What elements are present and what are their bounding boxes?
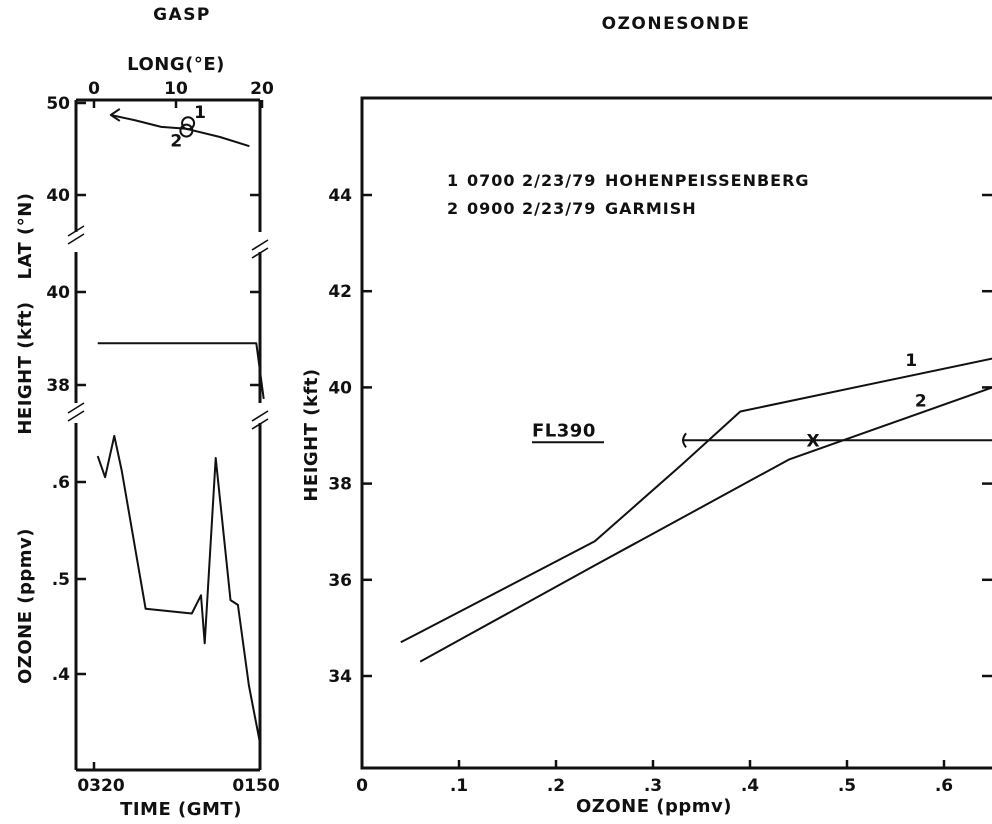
y-tick-label: 40 bbox=[328, 378, 352, 398]
flight-level-bracket bbox=[682, 432, 687, 448]
gasp-long-tick-label: 20 bbox=[250, 79, 274, 99]
gasp-ozone-axis-label: OZONE (ppmv) bbox=[15, 528, 36, 684]
ozonesonde-data-series: 0 .1 .2 .3 .4 .5 .6 34 36 38 40 42 44 1 2 X FL390 bbox=[328, 186, 992, 796]
y-tick-label: 44 bbox=[328, 186, 352, 206]
profile-label: 2 bbox=[915, 392, 927, 412]
gasp-axis-break-marks bbox=[67, 225, 269, 430]
y-tick-label: 42 bbox=[328, 282, 352, 302]
station-marker bbox=[179, 123, 194, 138]
gasp-long-tick-label: 0 bbox=[88, 79, 100, 99]
flight-level-label: FL390 bbox=[532, 420, 596, 441]
gasp-time-axis-label: TIME (GMT) bbox=[120, 799, 242, 820]
y-tick-label: 36 bbox=[328, 571, 352, 591]
legend-date: 2/23/79 bbox=[522, 199, 596, 218]
gasp-height-axis-label: HEIGHT (kft) bbox=[15, 301, 36, 434]
flight-level-marker: X bbox=[806, 431, 819, 451]
gasp-data-series: 12 bbox=[96, 103, 265, 744]
gasp-ticks bbox=[76, 100, 264, 770]
ozonesonde-frame bbox=[360, 96, 992, 770]
gasp-longitude-label: LONG(°E) bbox=[127, 54, 225, 75]
gasp-time-tick-label: 0320 bbox=[77, 776, 124, 796]
gasp-title: GASP bbox=[153, 5, 211, 25]
station-marker bbox=[181, 116, 196, 131]
station-label: 2 bbox=[170, 132, 182, 152]
x-tick-label: .1 bbox=[450, 776, 468, 796]
legend-date: 2/23/79 bbox=[522, 171, 596, 190]
gasp-height-tick-label: 40 bbox=[46, 283, 70, 303]
gasp-ozone-tick-label: .6 bbox=[52, 473, 70, 493]
x-tick-label: .3 bbox=[644, 776, 662, 796]
y-tick-label: 38 bbox=[328, 475, 352, 495]
x-tick-label: .2 bbox=[547, 776, 565, 796]
gasp-lat-axis-label: LAT (°N) bbox=[15, 192, 36, 279]
profile-label: 1 bbox=[905, 351, 917, 371]
legend-time: 0900 bbox=[467, 199, 516, 218]
flight-track-arrowhead bbox=[109, 108, 121, 122]
gasp-panel: GASP LONG(°E) 0 10 20 50 40 40 38 .6 .5 … bbox=[15, 5, 280, 820]
x-tick-label: .4 bbox=[741, 776, 759, 796]
legend-entry-1: 1 0700 2/23/79 HOHENPEISSENBERG bbox=[447, 171, 810, 190]
ozonesonde-y-axis-label: HEIGHT (kft) bbox=[301, 368, 322, 501]
ozonesonde-profile-1 bbox=[400, 357, 992, 644]
y-tick-label: 34 bbox=[328, 667, 352, 687]
gasp-height-tick-label: 38 bbox=[46, 376, 70, 396]
ozonesonde-profile-2 bbox=[419, 386, 992, 663]
station-label: 1 bbox=[194, 103, 206, 123]
legend-site: GARMISH bbox=[605, 199, 697, 218]
gasp-time-tick-label: 0150 bbox=[232, 776, 279, 796]
gasp-lat-tick-label: 50 bbox=[46, 94, 70, 114]
aircraft-altitude-line bbox=[97, 342, 265, 400]
gasp-ozone-tick-label: .4 bbox=[52, 665, 70, 685]
legend-entry-2: 2 0900 2/23/79 GARMISH bbox=[447, 199, 697, 218]
x-tick-label: .6 bbox=[935, 776, 953, 796]
flight-track-line bbox=[110, 114, 250, 148]
x-tick-label: .5 bbox=[838, 776, 856, 796]
gasp-long-tick-label: 10 bbox=[164, 79, 188, 99]
x-tick-label: 0 bbox=[356, 776, 368, 796]
ozonesonde-title: OZONESONDE bbox=[602, 14, 751, 34]
gasp-ozone-tick-label: .5 bbox=[52, 570, 70, 590]
ozonesonde-panel: OZONESONDE HEIGHT (kft) OZONE (ppmv) 1 0… bbox=[301, 14, 992, 817]
legend-id: 1 bbox=[447, 171, 459, 190]
legend-id: 2 bbox=[447, 199, 459, 218]
legend-time: 0700 bbox=[467, 171, 516, 190]
aircraft-ozone-line bbox=[96, 434, 261, 744]
legend-site: HOHENPEISSENBERG bbox=[605, 171, 810, 190]
ozonesonde-x-axis-label: OZONE (ppmv) bbox=[576, 796, 732, 817]
gasp-lat-tick-label: 40 bbox=[46, 186, 70, 206]
ozonesonde-legend: 1 0700 2/23/79 HOHENPEISSENBERG 2 0900 2… bbox=[447, 171, 810, 218]
